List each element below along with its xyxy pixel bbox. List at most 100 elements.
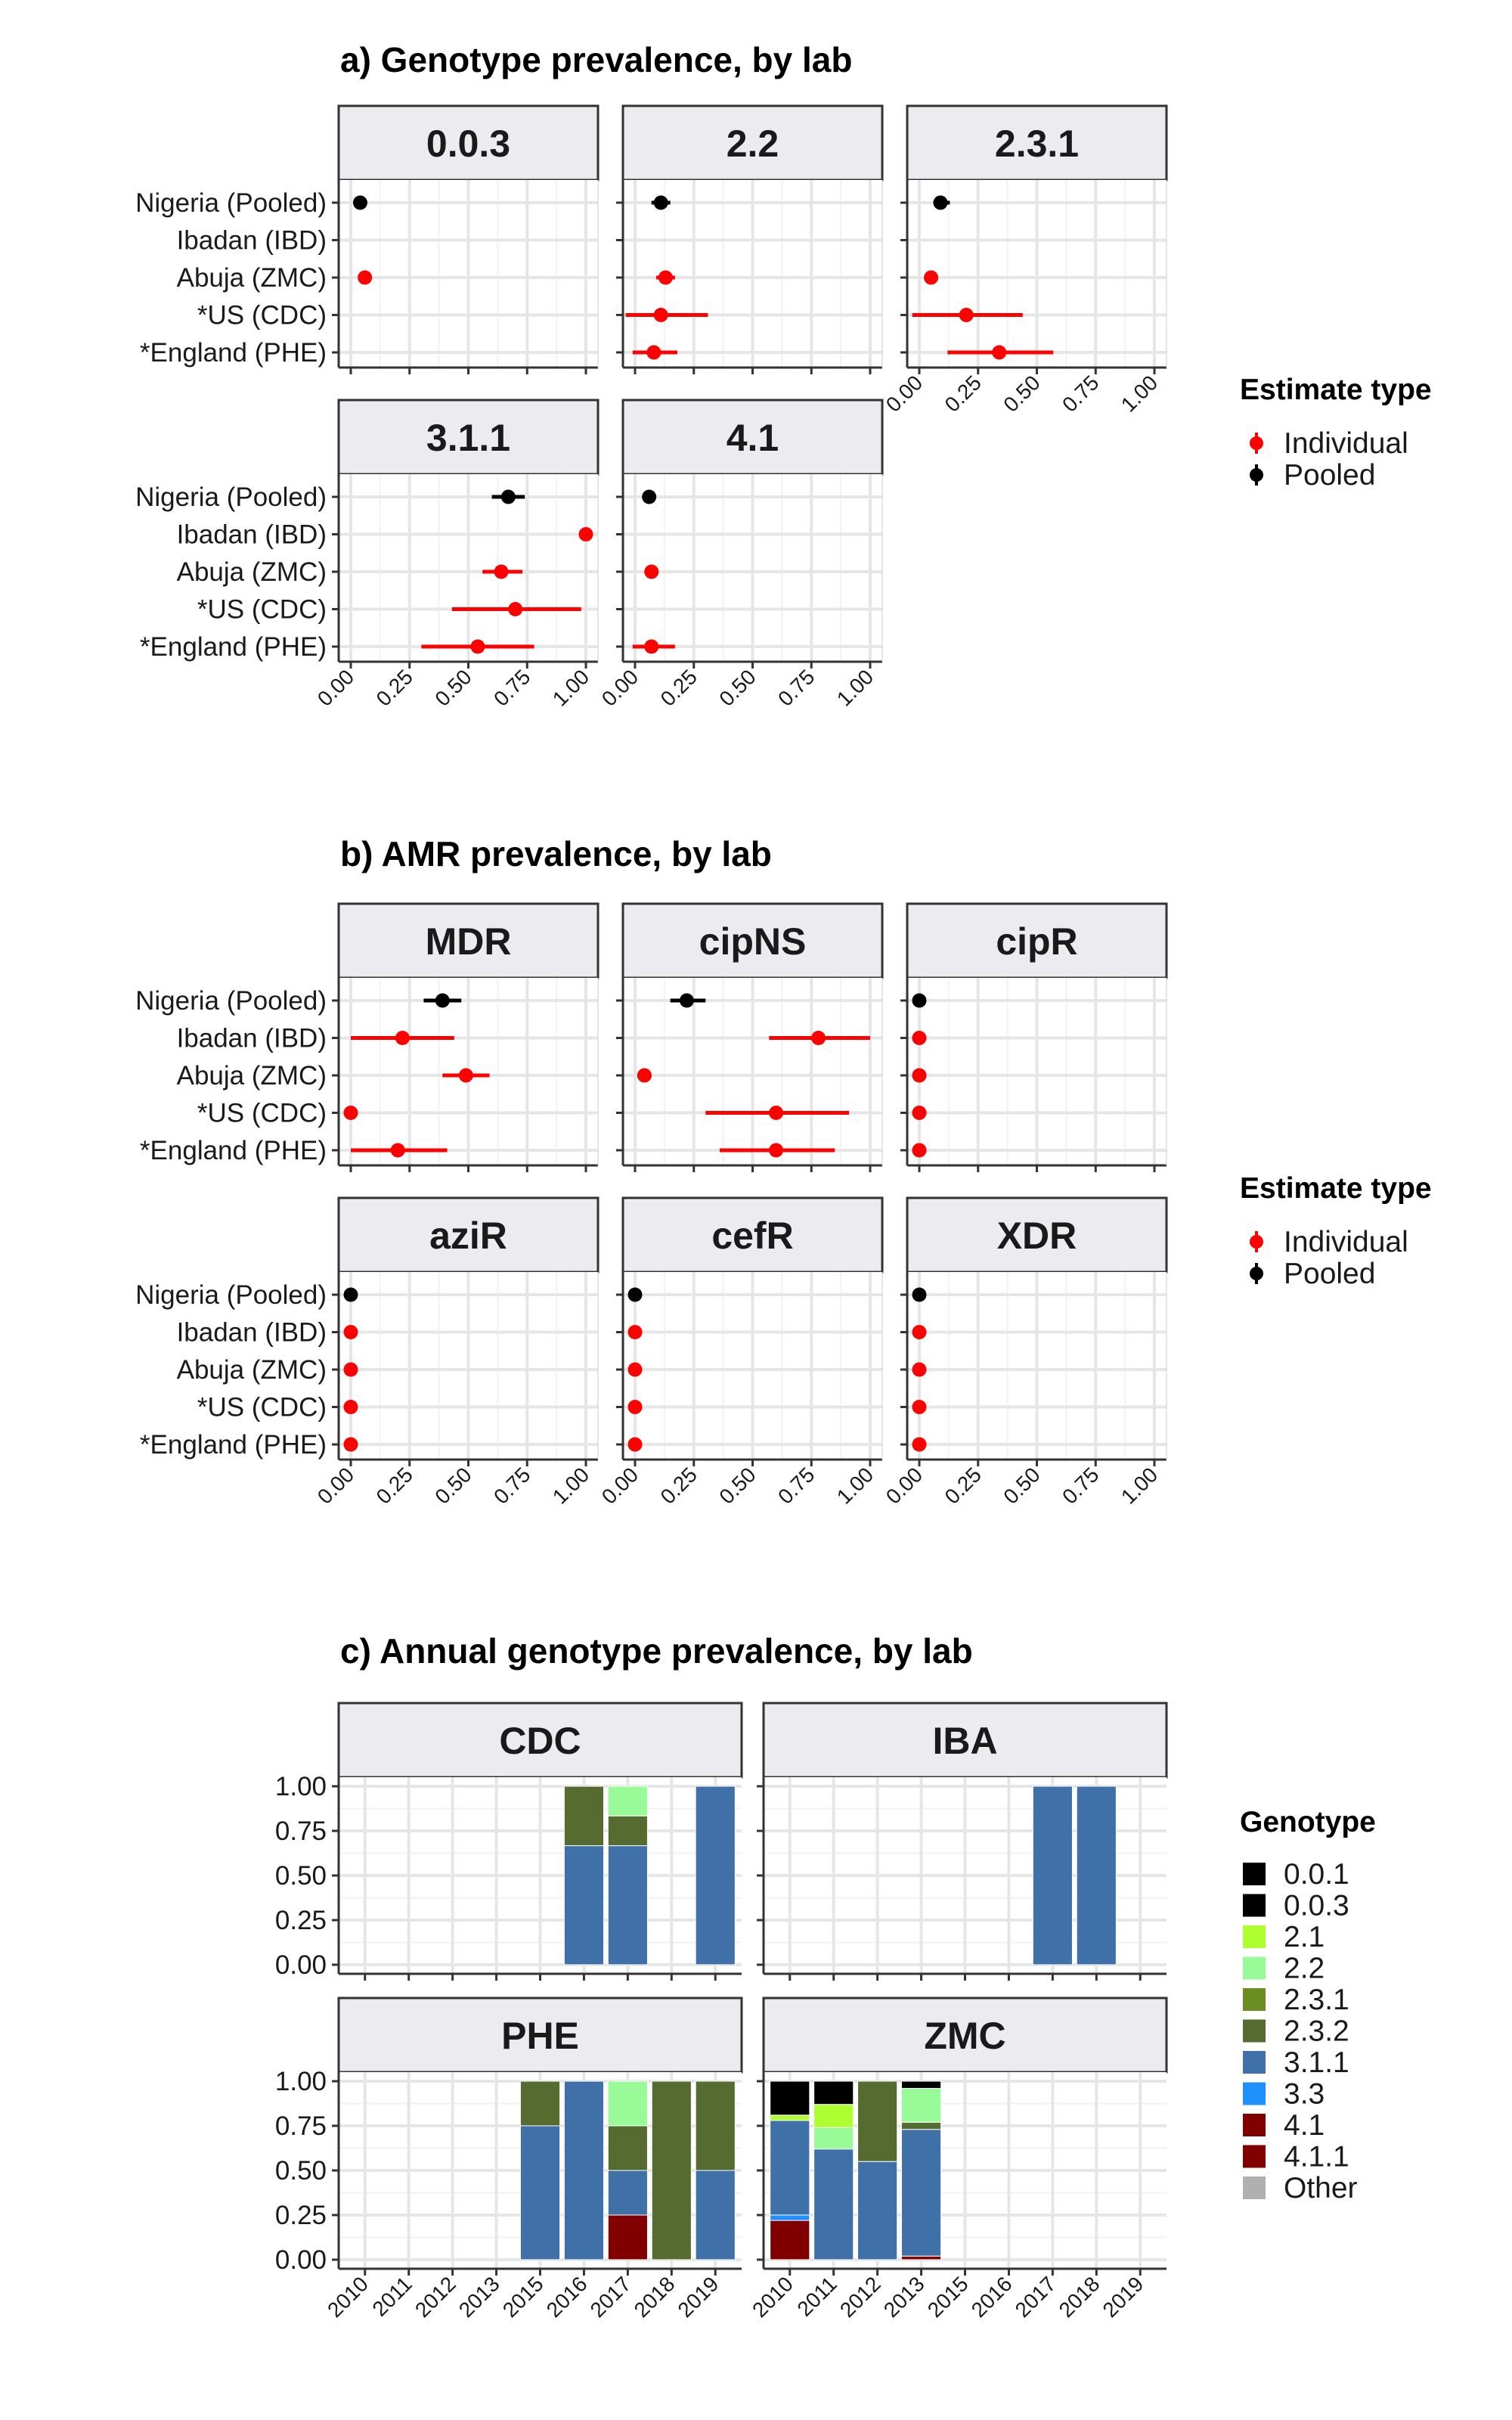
point-us-cdc [343, 1400, 358, 1414]
legend-swatch-2-2 [1243, 1956, 1266, 1980]
facet-a-2-3-1-strip-label: 2.3.1 [995, 123, 1079, 165]
facet-c-iba-strip-label: IBA [932, 1720, 997, 1762]
legend-swatch-4-1 [1243, 2114, 1266, 2136]
facet-b-azir-strip-label: aziR [429, 1215, 507, 1257]
y-tick-label-abuja-zmc: Abuja (ZMC) [177, 1355, 327, 1385]
bar-2018-2-3-2 [651, 2080, 692, 2260]
point-nigeria-pooled [352, 195, 367, 210]
point-us-cdc [769, 1106, 784, 1120]
facet-a-3-1-1-strip [337, 399, 600, 476]
point-ibadan-ibd [912, 1325, 927, 1339]
point-nigeria-pooled [435, 993, 450, 1008]
facet-b-cefr-strip [621, 1196, 884, 1274]
facet-a-0-0-3: 0.0.3 Nigeria (Pooled) Ibadan (IBD) Abuja (… [135, 104, 600, 374]
facet-c-cdc-strip [337, 1702, 743, 1779]
facet-a-4-1-strip-label: 4.1 [727, 417, 779, 459]
facet-c-iba-strip [762, 1702, 1168, 1779]
legend-title: Estimate type [1240, 1172, 1432, 1205]
legend-label-individual: Individual [1284, 1226, 1408, 1258]
y-tick-label: 1.00 [275, 1772, 327, 1801]
point-england-phe [912, 1143, 927, 1158]
point-abuja-zmc [644, 564, 659, 579]
bar-2010-0-0-3 [770, 2080, 810, 2116]
bar-2013-2-2 [900, 2087, 942, 2123]
y-tick-label: 1.00 [275, 2067, 327, 2096]
y-tick-label-us-cdc: *US (CDC) [197, 1393, 327, 1423]
y-tick-label: 0.75 [275, 2111, 327, 2141]
facet-a-3-1-1-strip-label: 3.1.1 [426, 417, 510, 459]
y-tick-label-us-cdc: *US (CDC) [197, 301, 327, 330]
point-us-cdc [508, 602, 523, 616]
facet-b-xdr-strip [906, 1196, 1168, 1274]
legend-swatch-2-3-1 [1243, 1988, 1266, 2011]
facet-a-0-0-3-strip-label: 0.0.3 [426, 123, 510, 165]
y-tick-label: 0.00 [275, 1950, 327, 1980]
point-nigeria-pooled [912, 993, 927, 1008]
bar-2012-2-3-2 [857, 2080, 898, 2162]
bar-2010-3-3 [770, 2214, 810, 2221]
point-us-cdc [653, 308, 668, 322]
legend-label-2-2: 2.2 [1284, 1953, 1325, 1985]
y-tick-label-nigeria-pooled: Nigeria (Pooled) [135, 986, 327, 1016]
point-abuja-zmc [458, 1068, 473, 1083]
point-nigeria-pooled [642, 489, 657, 504]
bar-2010-3-1-1 [770, 2120, 810, 2216]
point-abuja-zmc [637, 1068, 652, 1083]
legend-key-point [1250, 1235, 1263, 1249]
facet-c-cdc: CDC 0.00 0.25 0.50 0.75 1.00 [275, 1702, 743, 1981]
point-ibadan-ibd [343, 1325, 358, 1339]
bar-2016-2-3-2 [563, 1786, 605, 1847]
point-us-cdc [959, 308, 974, 322]
bar-2017-2-3-2 [607, 1815, 648, 1847]
point-abuja-zmc [358, 270, 373, 285]
y-tick-label: 0.25 [275, 1906, 327, 1935]
bar-2010-4-1 [770, 2220, 810, 2260]
point-abuja-zmc [912, 1068, 927, 1083]
point-nigeria-pooled [500, 489, 516, 504]
bar-2013-4-1 [900, 2255, 942, 2260]
point-england-phe [769, 1143, 784, 1158]
facet-b-mdr-strip-label: MDR [426, 920, 512, 963]
bar-2019-3-1-1 [695, 2170, 736, 2260]
bar-2017-4-1 [607, 2214, 648, 2260]
bar-2016-3-1-1 [563, 1845, 605, 1965]
point-nigeria-pooled [679, 993, 694, 1008]
y-tick-label-england-phe: *England (PHE) [140, 1136, 327, 1165]
point-nigeria-pooled [653, 195, 668, 210]
panel-a-title: a) Genotype prevalence, by lab [340, 40, 852, 79]
legend-label-individual: Individual [1284, 427, 1408, 460]
bar-2013-3-1-1 [900, 2129, 942, 2257]
bar-2011-3-1-1 [813, 2149, 854, 2260]
point-abuja-zmc [658, 270, 673, 285]
legend-swatch-3-3 [1243, 2082, 1266, 2105]
y-tick-label-ibadan-ibd: Ibadan (IBD) [177, 226, 327, 256]
point-england-phe [912, 1437, 927, 1452]
bar-2017-2-3-2 [607, 2125, 648, 2171]
bar-2015-3-1-1 [519, 2125, 561, 2260]
bar-2011-2-1 [813, 2104, 854, 2128]
legend-label-4-1-1: 4.1.1 [1284, 2141, 1349, 2173]
y-tick-label-ibadan-ibd: Ibadan (IBD) [177, 1024, 327, 1053]
legend-key-point [1250, 468, 1263, 482]
y-tick-label: 0.25 [275, 2201, 327, 2230]
facet-b-mdr: MDR Nigeria (Pooled) Ibadan (IBD) Abuja (ZM… [135, 902, 600, 1172]
point-abuja-zmc [343, 1362, 358, 1377]
legend-swatch-0-0-1 [1243, 1863, 1266, 1885]
point-england-phe [390, 1143, 405, 1158]
y-tick-label-england-phe: *England (PHE) [140, 632, 327, 662]
facet-b-cipns-strip [621, 902, 884, 979]
facet-b-azir-strip [337, 1196, 600, 1274]
legend-label-pooled: Pooled [1284, 1258, 1375, 1290]
facet-b-cipns-strip-label: cipNS [699, 920, 807, 963]
facet-b-xdr-strip-label: XDR [997, 1215, 1077, 1257]
legend-label-2-3-1: 2.3.1 [1284, 1984, 1349, 2016]
y-tick-label-nigeria-pooled: Nigeria (Pooled) [135, 482, 327, 512]
facet-b-cipr-strip-label: cipR [996, 920, 1077, 963]
y-tick-label-us-cdc: *US (CDC) [197, 1099, 327, 1128]
facet-b-cipns: cipNS [616, 902, 884, 1172]
point-us-cdc [343, 1106, 358, 1120]
y-tick-label-abuja-zmc: Abuja (ZMC) [177, 1061, 327, 1091]
legend-swatch-3-1-1 [1243, 2051, 1266, 2074]
legend-c: Genotype 0.0.10.0.32.12.22.3.12.3.23.1.13… [1240, 1806, 1376, 2204]
